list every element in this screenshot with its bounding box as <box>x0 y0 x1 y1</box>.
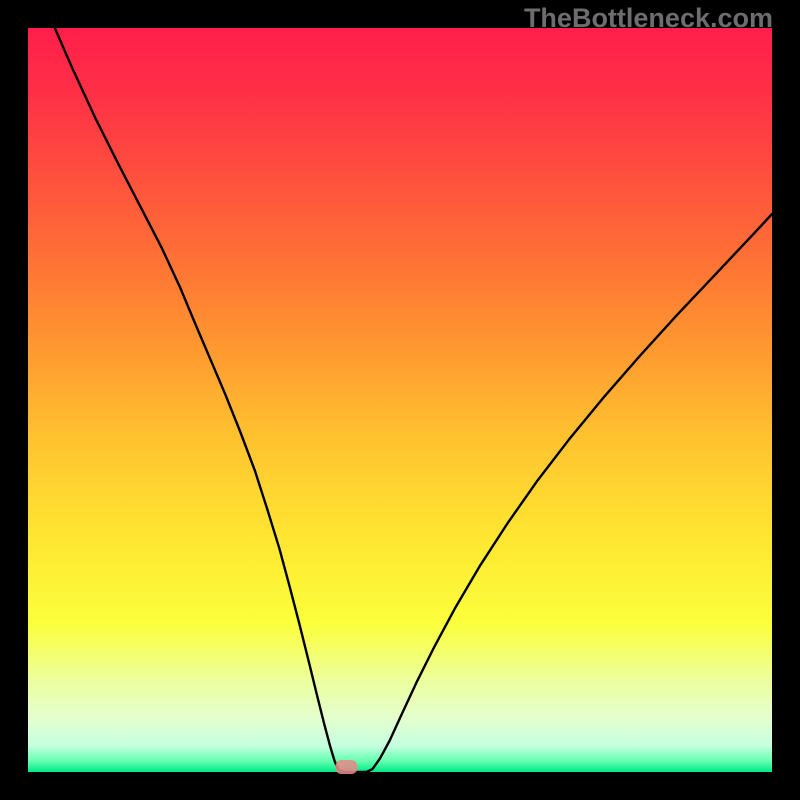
gradient-plot-background <box>28 28 772 772</box>
optimum-marker <box>335 760 357 774</box>
bottleneck-chart <box>0 0 800 800</box>
watermark-text: TheBottleneck.com <box>524 3 773 34</box>
